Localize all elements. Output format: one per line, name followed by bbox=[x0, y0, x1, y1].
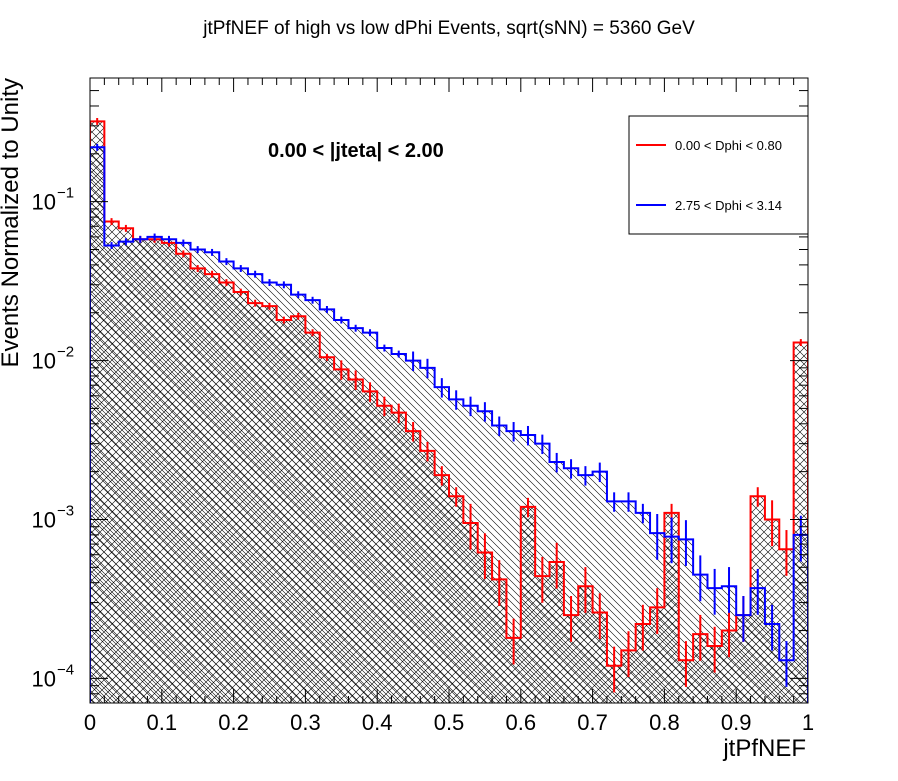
hatch-bin-series-1-18 bbox=[348, 328, 363, 703]
legend-entry-series-1: 2.75 < Dphi < 3.14 bbox=[675, 198, 782, 213]
hatch-bin-series-1-6 bbox=[176, 242, 191, 703]
legend: 0.00 < Dphi < 0.80 2.75 < Dphi < 3.14 bbox=[628, 115, 809, 235]
hatch-bin-series-1-37 bbox=[621, 501, 636, 703]
y-tick-label-exponent: −2 bbox=[57, 344, 74, 361]
x-tick-label: 0.7 bbox=[577, 710, 608, 735]
hatch-bin-series-1-17 bbox=[334, 320, 349, 703]
series-outline-1 bbox=[90, 146, 808, 703]
annotation-eta-range: 0.00 < |jteta| < 2.00 bbox=[268, 140, 444, 162]
x-tick-label: 0.5 bbox=[434, 710, 465, 735]
axes: 0 0.1 0.2 0.3 0.4 0.5 0.6 0.7 0.8 0.9 110 −410 −310−… bbox=[32, 77, 814, 735]
x-tick-label: 0.2 bbox=[218, 710, 249, 735]
hatch-bin-series-1-15 bbox=[305, 300, 320, 703]
hatch-bin-series-1-9 bbox=[219, 261, 234, 703]
series-outline-0 bbox=[90, 120, 808, 703]
hatch-bin-series-1-14 bbox=[291, 294, 306, 703]
hatch-bin-series-1-40 bbox=[664, 536, 679, 703]
hatch-bin-series-1-10 bbox=[233, 268, 248, 703]
x-tick-label: 0 bbox=[84, 710, 96, 735]
hatch-bin-series-1-46 bbox=[750, 588, 765, 703]
y-tick-label: 10 bbox=[32, 349, 56, 374]
hatch-bin-series-1-30 bbox=[520, 435, 536, 703]
hatch-bin-series-1-8 bbox=[204, 252, 220, 703]
hatch-bin-series-1-12 bbox=[262, 282, 277, 703]
hatch-bin-series-1-5 bbox=[161, 239, 177, 703]
y-tick-label: 10 bbox=[32, 507, 56, 532]
hatch-bin-series-1-33 bbox=[563, 468, 579, 703]
hatch-bin-series-1-22 bbox=[405, 360, 421, 703]
hatch-bin-series-1-3 bbox=[133, 239, 148, 703]
hatch-bin-series-1-19 bbox=[362, 332, 378, 703]
legend-box bbox=[628, 115, 809, 235]
x-tick-label: 0.4 bbox=[362, 710, 393, 735]
hatch-bin-series-1-25 bbox=[449, 399, 464, 703]
hatch-bin-series-1-45 bbox=[736, 615, 751, 703]
y-tick-label: 10 bbox=[32, 190, 56, 215]
y-axis-label: Events Normalized to Unity bbox=[0, 78, 24, 367]
x-tick-label: 0.6 bbox=[506, 710, 537, 735]
hatch-bin-series-1-23 bbox=[420, 367, 435, 703]
legend-entry-series-0: 0.00 < Dphi < 0.80 bbox=[675, 138, 782, 153]
y-tick-label-exponent: −3 bbox=[57, 502, 74, 519]
y-tick-label: 10 bbox=[32, 666, 56, 691]
hatch-bin-series-1-26 bbox=[463, 405, 478, 703]
hatch-bin-series-1-24 bbox=[434, 387, 449, 703]
hatch-bin-series-1-36 bbox=[606, 501, 622, 703]
x-tick-label: 0.8 bbox=[649, 710, 680, 735]
hatch-bin-series-1-41 bbox=[678, 539, 694, 703]
hatch-layer bbox=[90, 121, 808, 703]
hatch-bin-series-1-0 bbox=[90, 147, 105, 703]
y-tick-label-exponent: −1 bbox=[57, 185, 74, 202]
hatch-bin-series-1-49 bbox=[793, 534, 808, 703]
hatch-bin-series-1-11 bbox=[247, 274, 263, 703]
x-tick-label: 0.3 bbox=[290, 710, 321, 735]
hatch-bin-series-1-13 bbox=[276, 284, 292, 703]
hatch-bin-series-1-1 bbox=[104, 245, 119, 703]
chart-title: jtPfNEF of high vs low dPhi Events, sqrt… bbox=[202, 18, 695, 39]
y-tick-label-exponent: −4 bbox=[57, 661, 74, 678]
hatch-bin-series-1-47 bbox=[764, 623, 780, 703]
hatch-bin-series-1-21 bbox=[391, 353, 406, 703]
hatch-bin-series-1-16 bbox=[319, 309, 335, 703]
x-tick-label: 0.1 bbox=[147, 710, 178, 735]
hatch-bin-series-1-7 bbox=[190, 249, 205, 703]
hatch-bin-series-1-2 bbox=[118, 241, 134, 703]
x-tick-label: 1 bbox=[802, 710, 814, 735]
hatch-bin-series-1-4 bbox=[147, 236, 162, 703]
x-tick-label: 0.9 bbox=[721, 710, 752, 735]
hatch-bin-series-1-20 bbox=[377, 347, 392, 703]
x-axis-label: jtPfNEF bbox=[722, 735, 806, 762]
series-lines bbox=[90, 118, 808, 703]
hatch-bin-series-1-29 bbox=[506, 431, 521, 703]
hatch-bin-series-1-35 bbox=[592, 471, 607, 703]
